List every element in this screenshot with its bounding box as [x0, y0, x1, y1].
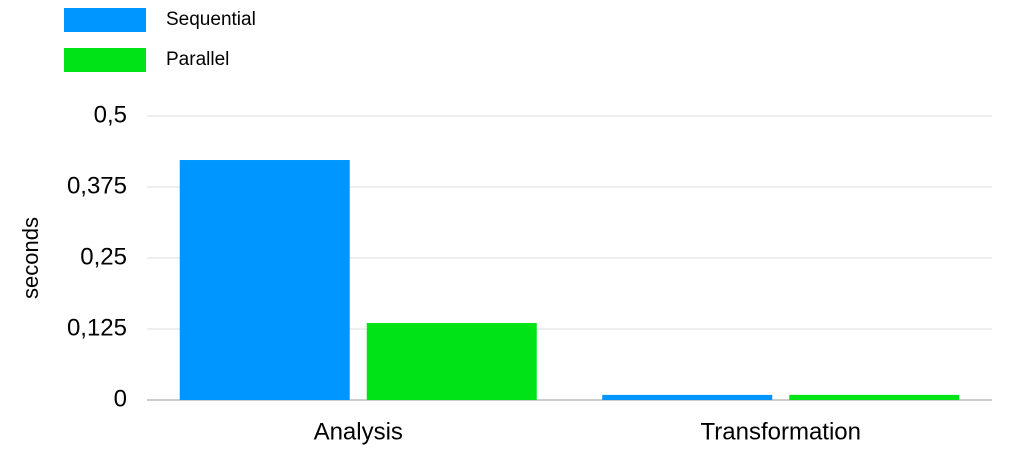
y-tick-label: 0,5	[94, 101, 127, 128]
legend-swatch	[64, 48, 146, 72]
legend-swatch	[64, 8, 146, 32]
bar	[602, 394, 773, 400]
y-tick-label: 0	[114, 385, 127, 412]
x-tick-label: Analysis	[314, 418, 403, 445]
bar	[366, 323, 537, 400]
y-axis-label: seconds	[18, 217, 43, 299]
bar	[179, 160, 350, 400]
x-tick-label: Transformation	[701, 418, 862, 445]
y-tick-label: 0,375	[67, 172, 127, 199]
y-tick-label: 0,125	[67, 314, 127, 341]
legend-label: Parallel	[166, 49, 229, 70]
legend-label: Sequential	[166, 9, 256, 30]
bar	[789, 394, 960, 400]
y-tick-label: 0,25	[80, 243, 127, 270]
